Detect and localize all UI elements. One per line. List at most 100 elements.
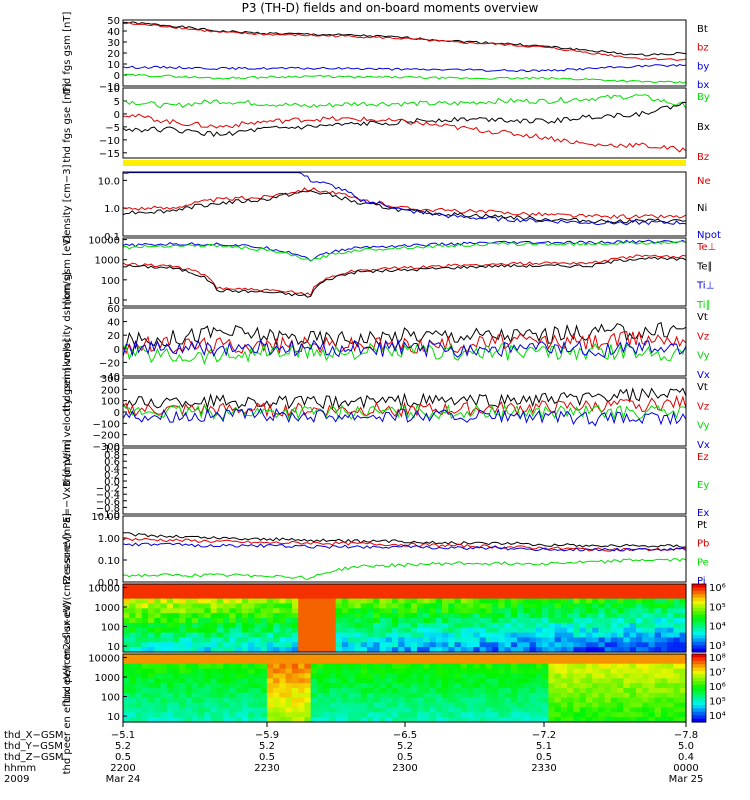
spectrogram-cell [341, 593, 349, 600]
spectrogram-cell [629, 608, 637, 614]
spectrogram-cell [123, 603, 130, 609]
spectrogram-cell [154, 584, 162, 590]
spectrogram-cell [210, 717, 218, 723]
spectrogram-cell [492, 598, 499, 605]
spectrogram-cell [123, 654, 130, 660]
spectrogram-cell [385, 654, 393, 660]
spectrogram-cell [654, 707, 662, 713]
spectrogram-cell [385, 642, 393, 648]
spectrogram-cell [135, 608, 143, 614]
spectrogram-cell [266, 712, 274, 718]
y-tick-label: −40 [99, 372, 120, 383]
spectrogram-cell [204, 654, 212, 660]
spectrogram-cell [479, 647, 487, 653]
spectrogram-cell [542, 603, 549, 609]
spectrogram-cell [223, 618, 230, 624]
y-tick-label: 60 [107, 304, 120, 315]
spectrogram-cell [454, 668, 462, 675]
spectrogram-cell [442, 627, 449, 634]
spectrogram-cell [610, 632, 618, 639]
spectrogram-cell [467, 618, 474, 624]
spectrogram-cell [448, 697, 456, 704]
spectrogram-cell [448, 712, 456, 718]
spectrogram-cell [329, 627, 337, 634]
spectrogram-cell [354, 692, 362, 699]
spectrogram-cell [179, 622, 187, 629]
spectrogram-cell [316, 688, 324, 694]
spectrogram-cell [392, 618, 399, 624]
spectrogram-cell [354, 697, 362, 704]
spectrogram-cell [398, 622, 406, 629]
spectrogram-cell [554, 632, 562, 639]
spectrogram-cell [610, 688, 618, 694]
spectrogram-cell [316, 608, 324, 614]
spectrogram-cell [198, 618, 205, 624]
spectrogram-cell [523, 712, 531, 718]
spectrogram-cell [291, 608, 299, 614]
spectrogram-cell [198, 608, 205, 614]
spectrogram-cell [598, 712, 606, 718]
spectrogram-cell [598, 688, 606, 694]
spectrogram-cell [404, 697, 412, 704]
spectrogram-cell [492, 688, 499, 694]
spectrogram-cell [454, 678, 462, 684]
spectrogram-cell [160, 668, 168, 675]
spectrogram-cell [323, 673, 331, 679]
spectrogram-cell [223, 647, 230, 653]
spectrogram-cell [567, 613, 574, 619]
spectrogram-cell [410, 658, 418, 665]
spectrogram-cell [129, 637, 137, 643]
spectrogram-cell [548, 588, 556, 595]
spectrogram-cell [667, 647, 675, 653]
colorbar-frame [691, 653, 707, 723]
spectrogram-cell [310, 717, 318, 723]
spectrogram-cell [429, 632, 437, 639]
spectrogram-cell [429, 717, 437, 723]
spectrogram-cell [285, 598, 293, 605]
spectrogram-cell [367, 663, 374, 670]
spectrogram-cell [323, 618, 331, 624]
spectrogram-cell [241, 707, 249, 713]
x-row-name: hhmm [4, 763, 36, 774]
spectrogram-cell [523, 678, 531, 684]
spectrogram-cell [354, 712, 362, 718]
spectrogram-cell [529, 688, 537, 694]
spectrogram-cell [667, 658, 675, 665]
spectrogram-cell [266, 688, 274, 694]
spectrogram-cell [435, 618, 443, 624]
spectrogram-cell [310, 618, 318, 624]
spectrogram-cell [148, 627, 155, 634]
spectrogram-cell [642, 692, 650, 699]
spectrogram-cell [304, 603, 312, 609]
spectrogram-cell [623, 642, 631, 648]
spectrogram-cell [310, 673, 318, 679]
spectrogram-cell [185, 702, 193, 709]
spectrogram-cell [504, 603, 512, 609]
spectrogram-cell [667, 622, 675, 629]
spectrogram-cell [517, 613, 524, 619]
spectrogram-cell [417, 663, 424, 670]
spectrogram-cell [667, 683, 675, 689]
spectrogram-cell [266, 707, 274, 713]
spectrogram-cell [367, 613, 374, 619]
spectrogram-cell [448, 632, 456, 639]
spectrogram-cell [592, 683, 600, 689]
spectrogram-cell [135, 618, 143, 624]
spectrogram-cell [360, 588, 368, 595]
spectrogram-cell [610, 678, 618, 684]
spectrogram-cell [485, 647, 493, 653]
spectrogram-cell [379, 692, 387, 699]
spectrogram-cell [517, 584, 524, 590]
panel-frame [122, 447, 687, 515]
spectrogram-cell [598, 658, 606, 665]
spectrogram-cell [667, 618, 675, 624]
y-tick-label: −200 [93, 431, 120, 442]
spectrogram-cell [198, 658, 205, 665]
spectrogram-cell [629, 622, 637, 629]
spectrogram-cell [417, 683, 424, 689]
spectrogram-cell [673, 678, 681, 684]
spectrogram-cell [485, 678, 493, 684]
spectrogram-cell [673, 613, 681, 619]
spectrogram-cell [379, 622, 387, 629]
spectrogram-cell [285, 658, 293, 665]
